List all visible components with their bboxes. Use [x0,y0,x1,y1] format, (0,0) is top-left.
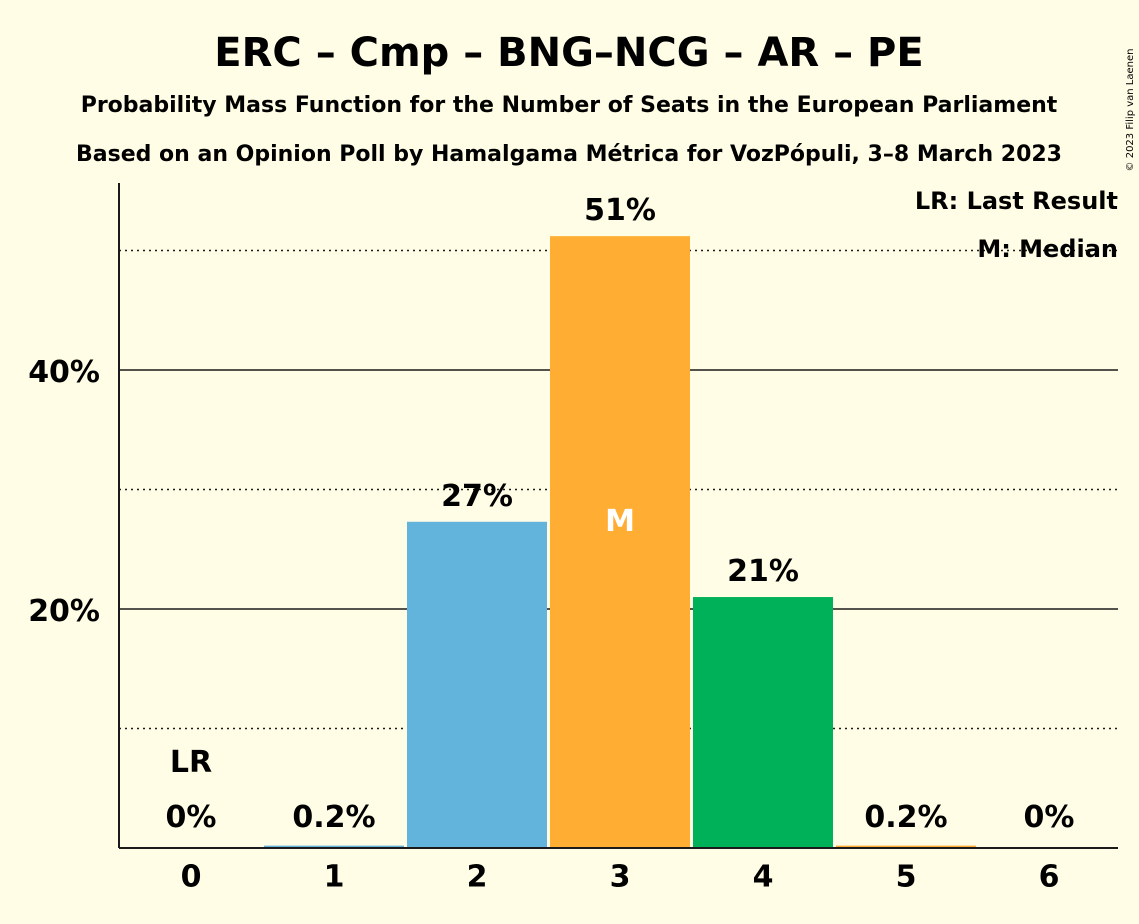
bar-3 [550,236,690,848]
data-label-6: 0% [1024,800,1075,835]
last-result-marker: LR [170,745,212,780]
bars-group [264,236,976,848]
bar-4 [693,597,833,848]
x-tick-label: 0 [181,860,202,895]
data-label-4: 21% [727,554,799,589]
x-tick-label: 5 [896,860,917,895]
x-tick-label: 2 [467,860,488,895]
data-label-3: 51% [584,193,656,228]
chart-subtitle: Probability Mass Function for the Number… [81,93,1058,118]
chart-source: Based on an Opinion Poll by Hamalgama Mé… [76,142,1062,167]
x-tick-label: 3 [610,860,631,895]
x-tick-label: 6 [1039,860,1060,895]
x-tick-label: 1 [324,860,345,895]
axes-group [118,183,1118,849]
bar-1 [264,845,404,848]
median-marker: M [605,504,635,539]
copyright-text: © 2023 Filip van Laenen [1125,49,1136,172]
data-labels-group: 0% 0 0.2% 1 27% 2 51% 3 21% 4 0.2% 5 0% 6 LR M [166,193,1075,894]
y-tick-label: 40% [28,355,100,390]
bar-5 [836,845,976,848]
chart-title: ERC – Cmp – BNG–NCG – AR – PE [214,30,923,76]
data-label-0: 0% [166,800,217,835]
x-tick-label: 4 [753,860,774,895]
data-label-2: 27% [441,479,513,514]
data-label-5: 0.2% [864,800,947,835]
bar-2 [407,521,547,848]
legend-median: M: Median [977,235,1118,263]
y-tick-label: 20% [28,594,100,629]
legend-last-result: LR: Last Result [915,187,1118,215]
data-label-1: 0.2% [292,800,375,835]
